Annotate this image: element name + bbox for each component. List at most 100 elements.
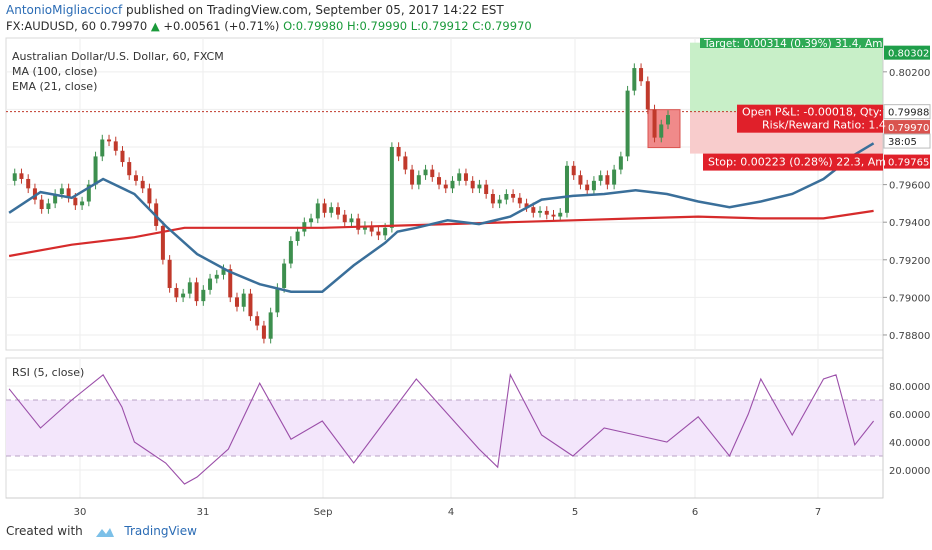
candle-body	[423, 169, 428, 176]
price-tick-label: 0.79400	[889, 218, 930, 229]
candle-body	[53, 194, 58, 204]
candle-body	[403, 156, 408, 170]
candle-body	[26, 178, 31, 189]
rsi-band	[6, 400, 883, 456]
price-candles	[12, 63, 670, 344]
publish-header: AntonioMigliacciocf published on Trading…	[6, 3, 504, 17]
candle-body	[309, 218, 314, 223]
candle-body	[268, 312, 273, 339]
candle-body	[369, 225, 374, 232]
candle-body	[585, 184, 590, 191]
candle-body	[288, 240, 293, 264]
candle-body	[336, 207, 340, 215]
candle-body	[187, 282, 192, 294]
time-tick-label: 4	[448, 507, 454, 518]
indicator-lines	[8, 142, 875, 485]
price-badge-text-entry: 0.79988	[888, 108, 929, 119]
candle-body	[416, 175, 421, 185]
candle-body	[598, 175, 603, 181]
candle-body	[437, 177, 442, 185]
candle-body	[174, 287, 179, 298]
candle-body	[234, 297, 239, 307]
open-pnl-label: Open P&L: -0.00018, Qty:	[742, 106, 882, 119]
candle-body	[362, 225, 367, 230]
candle-body	[167, 259, 172, 288]
rsi-tick-label: 60.0000	[889, 410, 930, 421]
chart-labels: 0.80302 0.79988 0.79970 38:05 0.79765 Target:…	[12, 38, 931, 379]
stop-label-box	[703, 153, 883, 171]
candle-body	[484, 184, 489, 194]
candle-body	[66, 188, 71, 198]
candle-body	[591, 180, 596, 191]
price-badge-text-stop: 0.79765	[888, 158, 929, 169]
candle-body	[248, 293, 253, 317]
candle-body	[201, 289, 206, 302]
price-tick-label: 0.78800	[889, 331, 930, 342]
candle-body	[80, 201, 85, 206]
author-link[interactable]: AntonioMigliacciocf	[6, 3, 123, 17]
published-text: published on TradingView.com, September …	[126, 3, 504, 17]
candle-body	[571, 165, 576, 176]
price-badge-entry	[883, 104, 931, 120]
price-tick-label: 0.79600	[889, 181, 930, 192]
time-tick-label: 30	[74, 507, 87, 518]
candle-body	[349, 218, 354, 223]
candle-body	[261, 325, 266, 339]
candle-body	[133, 175, 138, 181]
pnl-label-box	[737, 104, 883, 133]
candle-body	[652, 109, 657, 138]
candle-body	[443, 184, 448, 189]
candle-body	[342, 214, 347, 223]
candle-body	[410, 169, 415, 185]
candle-body	[113, 141, 118, 151]
last-price: 0.79970	[99, 19, 148, 33]
candle-body	[524, 203, 529, 208]
candle-body	[531, 207, 536, 213]
candle-body	[12, 173, 17, 181]
time-tick-label: 7	[815, 507, 821, 518]
candle-body	[564, 165, 569, 213]
ema-21-line	[8, 142, 875, 293]
candle-body	[612, 169, 617, 185]
risk-reward-label: Risk/Reward Ratio: 1.4	[762, 119, 886, 132]
change-value: +0.00561 (+0.71%)	[163, 19, 280, 33]
candle-body	[46, 203, 51, 210]
price-badge-text-target: 0.80302	[888, 49, 929, 60]
candle-body	[147, 188, 152, 204]
candle-body	[625, 90, 630, 157]
candle-body	[214, 274, 219, 279]
price-badge-last	[884, 120, 930, 135]
candle-body	[497, 199, 502, 204]
candle-body	[120, 150, 125, 163]
candle-body	[19, 173, 24, 179]
candle-body	[457, 173, 462, 181]
candle-body	[430, 169, 435, 178]
candle-body	[504, 194, 509, 200]
candle-body	[181, 293, 186, 298]
candle-body	[389, 147, 394, 228]
candle-body	[275, 287, 280, 313]
time-tick-label: Sep	[314, 507, 333, 518]
candle-body	[544, 210, 549, 215]
price-badge-target	[884, 45, 930, 60]
candle-body	[282, 263, 287, 288]
tradingview-logo-icon	[95, 527, 114, 537]
candle-body	[517, 197, 522, 204]
ma-100-line	[8, 209, 874, 258]
time-tick-label: 5	[572, 507, 578, 518]
price-badge-text-last: 0.79970	[888, 123, 929, 134]
candle-body	[228, 269, 233, 298]
candle-body	[86, 184, 91, 202]
price-tick-label: 0.79200	[889, 256, 930, 267]
candle-body	[659, 124, 664, 138]
rsi-line	[8, 373, 875, 485]
ohlc-values: O:0.79980 H:0.79990 L:0.79912 C:0.79970	[283, 19, 532, 33]
tradingview-brand[interactable]: TradingView	[124, 524, 197, 538]
created-with-text: Created with	[6, 524, 83, 538]
footer: Created with TradingView	[6, 524, 197, 538]
symbol-header: FX:AUDUSD, 60 0.79970 ▲ +0.00561 (+0.71%…	[6, 19, 532, 33]
rsi-tick-label: 80.0000	[889, 382, 930, 393]
target-label-box	[700, 38, 883, 48]
candle-body	[632, 68, 637, 91]
